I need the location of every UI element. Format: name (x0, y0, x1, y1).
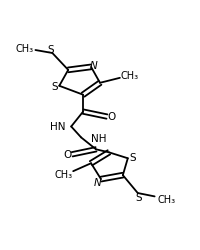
Text: S: S (129, 153, 136, 162)
Text: CH₃: CH₃ (54, 169, 72, 179)
Text: S: S (47, 45, 54, 55)
Text: CH₃: CH₃ (15, 44, 33, 54)
Text: S: S (135, 192, 142, 202)
Text: CH₃: CH₃ (158, 194, 176, 204)
Text: O: O (63, 149, 71, 159)
Text: N: N (90, 61, 97, 71)
Text: O: O (108, 112, 116, 122)
Text: HN: HN (50, 122, 65, 132)
Text: S: S (52, 82, 58, 92)
Text: CH₃: CH₃ (121, 71, 139, 81)
Text: N: N (94, 178, 102, 187)
Text: NH: NH (91, 134, 107, 143)
